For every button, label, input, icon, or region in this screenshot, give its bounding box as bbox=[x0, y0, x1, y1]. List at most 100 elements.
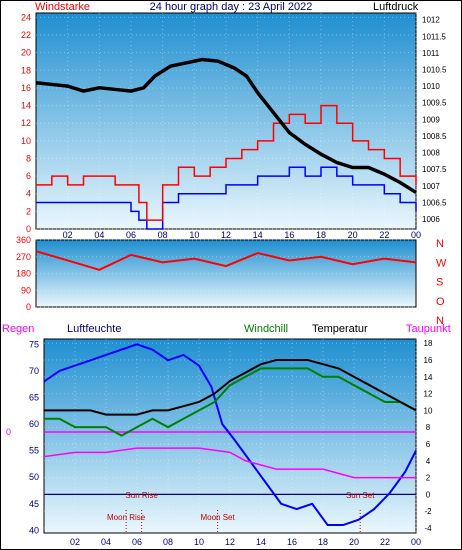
x-tick-label: 02 bbox=[70, 537, 80, 547]
x-tick-label: 04 bbox=[94, 230, 104, 240]
x-tick-label: 16 bbox=[284, 230, 294, 240]
x-tick-label: 16 bbox=[287, 537, 297, 547]
wind-series-line bbox=[36, 104, 417, 221]
right-tick-label: 1008 bbox=[422, 149, 440, 158]
right-tick-label: 1007.5 bbox=[422, 165, 447, 174]
right-tick-label: 12 bbox=[424, 390, 433, 399]
left-tick-label: 8 bbox=[26, 153, 31, 163]
right-tick-label: 1006.5 bbox=[422, 198, 447, 207]
x-tick-label: 12 bbox=[221, 230, 231, 240]
panel2-left-axis: 0 90 180 270 360 bbox=[16, 235, 31, 312]
panel2-series bbox=[35, 250, 417, 271]
right-tick-label: 1012 bbox=[422, 16, 440, 25]
right-tick-label: 6 bbox=[426, 440, 431, 449]
right-tick-label: 4 bbox=[426, 457, 431, 466]
x-tick-label: 10 bbox=[189, 230, 199, 240]
left-tick-label: 60 bbox=[29, 419, 39, 429]
annotation-label: Sun Rise bbox=[125, 491, 158, 500]
annotation-label: Moon Set bbox=[200, 513, 235, 522]
legend-regen: Regen bbox=[2, 323, 34, 335]
right-tick-label: 1011 bbox=[422, 49, 440, 58]
left-tick-label: 0 bbox=[26, 302, 31, 312]
right-tick-label: 8 bbox=[426, 423, 431, 432]
left-tick-label: 2 bbox=[26, 206, 31, 216]
right-tick-label: -2 bbox=[424, 507, 432, 516]
x-tick-label: 10 bbox=[194, 537, 204, 547]
x-tick-label: 20 bbox=[349, 537, 359, 547]
direction-label: W bbox=[436, 257, 447, 269]
right-tick-label: 10 bbox=[424, 406, 433, 415]
left-tick-label: 22 bbox=[21, 30, 31, 40]
rain-zero-label: 0 bbox=[6, 427, 11, 437]
left-tick-label: 0 bbox=[26, 224, 31, 234]
panel3-right-axis: -4 -2 0 2 4 6 8 10 12 14 16 18 bbox=[424, 339, 433, 533]
right-tick-label: 16 bbox=[424, 356, 433, 365]
left-tick-label: 65 bbox=[29, 392, 39, 402]
direction-label: N bbox=[436, 238, 444, 250]
left-tick-label: 50 bbox=[29, 472, 39, 482]
panel3-annotations: Sun Rise Sun Set Moon Rise Moon Set bbox=[107, 491, 375, 533]
series-line-temperatur bbox=[44, 358, 417, 416]
right-tick-label: 1007 bbox=[422, 182, 440, 191]
x-tick-label: 08 bbox=[158, 230, 168, 240]
x-tick-label: 08 bbox=[163, 537, 173, 547]
left-tick-label: 24 bbox=[21, 12, 31, 22]
left-tick-label: 40 bbox=[29, 525, 39, 535]
x-tick-label: 14 bbox=[256, 537, 266, 547]
panel3-plot-area bbox=[43, 338, 417, 534]
panel1-x-axis: 02 04 06 08 10 12 14 16 18 20 22 00 bbox=[63, 230, 421, 240]
left-tick-label: 360 bbox=[16, 235, 31, 245]
left-tick-label: 18 bbox=[21, 65, 31, 75]
x-tick-label: 00 bbox=[411, 230, 421, 240]
panel1-grid bbox=[36, 13, 417, 230]
right-tick-label: 1008.5 bbox=[422, 132, 447, 141]
panel3-left-axis: 40 45 50 55 60 65 70 75 bbox=[29, 339, 39, 535]
left-tick-label: 14 bbox=[21, 101, 31, 111]
left-tick-label: 90 bbox=[21, 285, 31, 295]
direction-label: O bbox=[436, 296, 445, 308]
right-tick-label: 2 bbox=[426, 474, 431, 483]
annotation-label: Moon Rise bbox=[107, 513, 146, 522]
panel1-series bbox=[35, 57, 417, 230]
x-tick-label: 02 bbox=[63, 230, 73, 240]
legend-taupunkt: Taupunkt bbox=[406, 323, 451, 335]
right-tick-label: 1010.5 bbox=[422, 65, 447, 74]
right-tick-label: 1011.5 bbox=[422, 32, 446, 41]
left-tick-label: 70 bbox=[29, 366, 39, 376]
panel1-right-axis: 1006 1006.5 1007 1007.5 1008 1008.5 1009 1009.5… bbox=[422, 16, 447, 224]
x-tick-label: 20 bbox=[348, 230, 358, 240]
panel2-grid bbox=[36, 239, 416, 308]
x-tick-label: 06 bbox=[132, 537, 142, 547]
right-tick-label: 1009 bbox=[422, 115, 440, 124]
left-tick-label: 180 bbox=[16, 269, 31, 279]
series-line-taupunkt bbox=[43, 447, 416, 479]
right-tick-label: 0 bbox=[426, 490, 431, 499]
annotation-label: Sun Set bbox=[346, 491, 375, 500]
legend-windchill: Windchill bbox=[244, 323, 288, 335]
x-tick-label: 22 bbox=[380, 537, 390, 547]
legend-luftfeuchte: Luftfeuchte bbox=[67, 323, 121, 335]
left-tick-label: 55 bbox=[29, 446, 39, 456]
left-tick-label: 16 bbox=[21, 83, 31, 93]
chart-title: 24 hour graph day : 23 April 2022 bbox=[150, 1, 313, 13]
wind-series-line bbox=[36, 166, 417, 230]
direction-label: N bbox=[436, 315, 444, 327]
panel3-x-axis: 02 04 06 08 10 12 14 16 18 20 22 00 bbox=[70, 537, 421, 547]
left-tick-label: 75 bbox=[29, 339, 39, 349]
right-tick-label: 1010 bbox=[422, 82, 440, 91]
right-tick-label: 18 bbox=[424, 339, 433, 348]
panel3-series: 0 bbox=[6, 343, 417, 527]
x-tick-label: 04 bbox=[101, 537, 111, 547]
panel3-grid bbox=[44, 339, 417, 533]
left-tick-label: 6 bbox=[26, 171, 31, 181]
series-line-luftfeuchte bbox=[43, 343, 417, 527]
left-tick-label: 20 bbox=[21, 48, 31, 58]
x-tick-label: 14 bbox=[253, 230, 263, 240]
left-tick-label: 4 bbox=[26, 189, 31, 199]
right-tick-label: 1006 bbox=[422, 215, 440, 224]
direction-series-line bbox=[35, 250, 417, 271]
left-tick-label: 270 bbox=[16, 252, 31, 262]
left-tick-label: 12 bbox=[21, 118, 31, 128]
